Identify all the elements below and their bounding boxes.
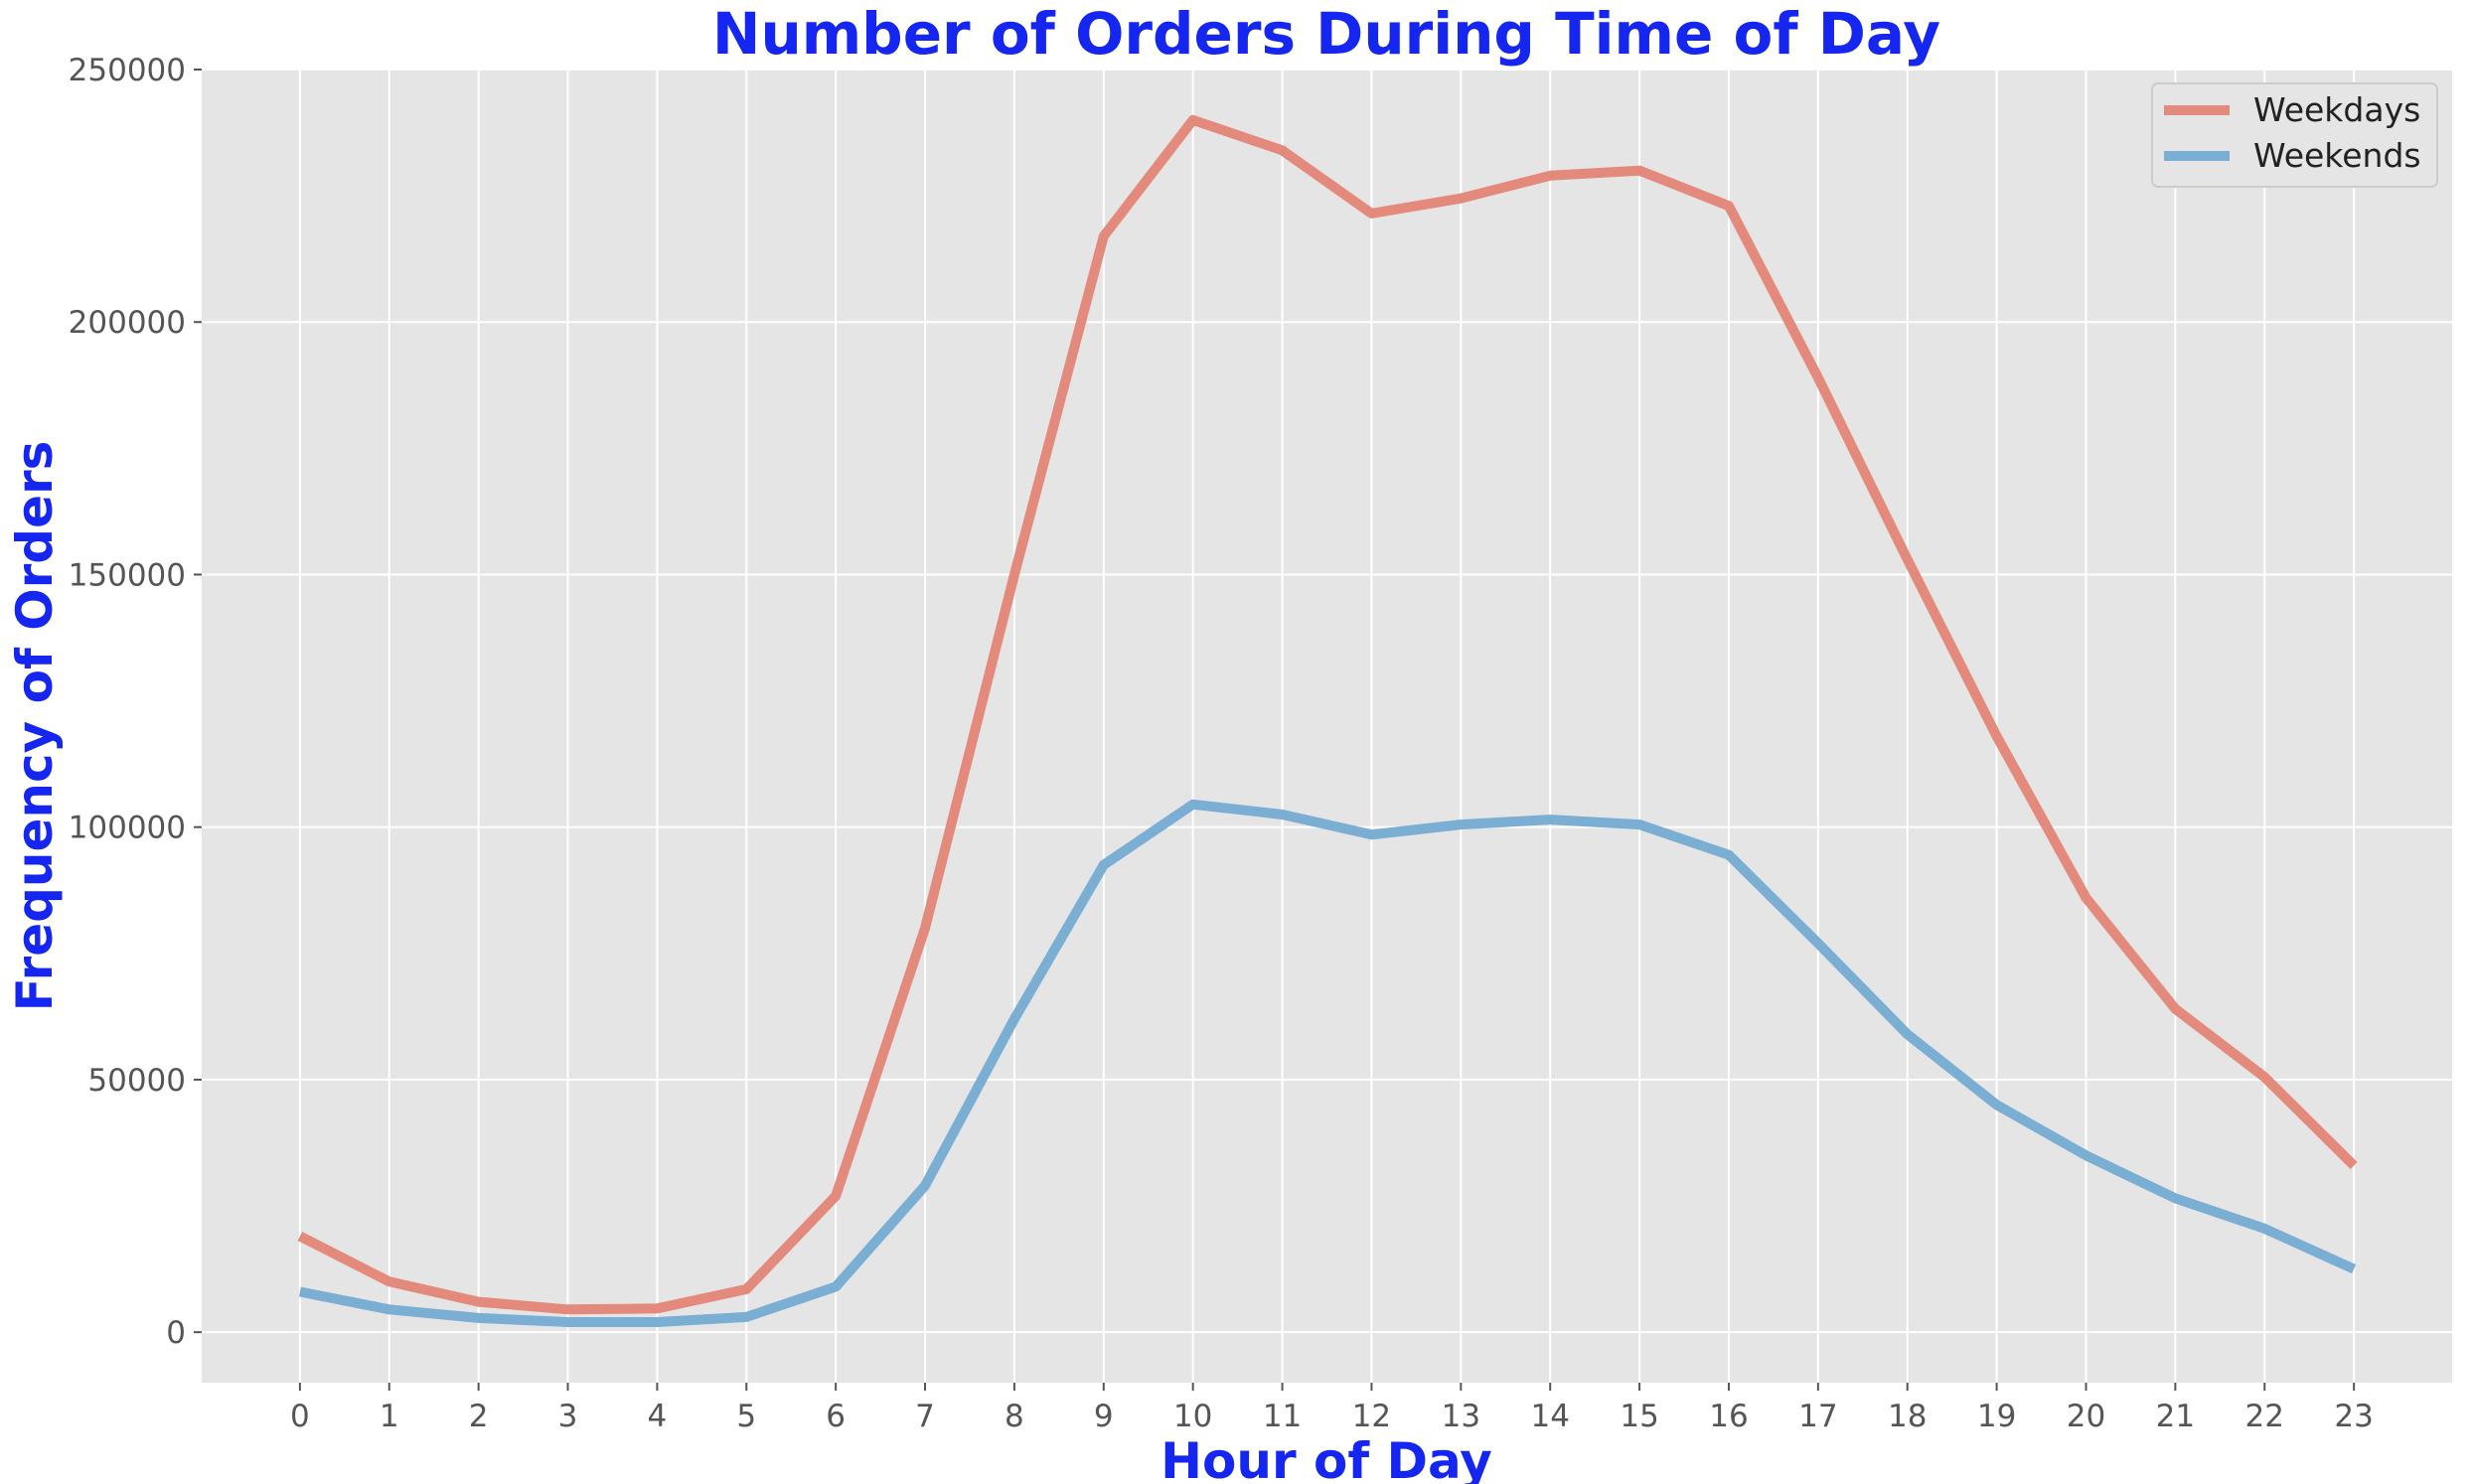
legend-label-weekdays: Weekdays	[2253, 90, 2420, 129]
x-tick-label: 0	[290, 1399, 310, 1434]
plot-background	[202, 70, 2452, 1383]
x-tick-label: 2	[469, 1399, 489, 1434]
x-tick-label: 8	[1005, 1399, 1024, 1434]
series-layer	[297, 114, 2358, 1327]
x-tick-label: 18	[1888, 1399, 1927, 1434]
legend: Weekdays Weekends	[2151, 82, 2438, 188]
x-tick-label: 17	[1798, 1399, 1837, 1434]
series-line-weekdays	[297, 114, 2358, 1315]
x-tick-label: 22	[2245, 1399, 2284, 1434]
legend-label-weekends: Weekends	[2253, 136, 2421, 175]
grid-lines	[202, 69, 2452, 1383]
x-tick-label: 1	[380, 1399, 399, 1434]
x-tick-label: 21	[2156, 1399, 2195, 1434]
x-tick-label: 19	[1977, 1399, 2016, 1434]
x-tick-label: 16	[1709, 1399, 1748, 1434]
y-tick-label: 0	[166, 1315, 186, 1351]
x-tick-label: 3	[558, 1399, 578, 1434]
x-axis-ticks: 0 1 2 3 4 5 6 7 8 9 10 11 12 13 14 15 16 17 18 19 20 21 22 23	[290, 1383, 2374, 1434]
x-tick-label: 7	[915, 1399, 935, 1434]
y-tick-label: 100000	[69, 811, 186, 846]
x-tick-label: 10	[1173, 1399, 1212, 1434]
x-tick-label: 5	[736, 1399, 756, 1434]
x-axis-label: Hour of Day	[1160, 1432, 1492, 1484]
x-tick-label: 11	[1263, 1399, 1302, 1434]
x-tick-label: 23	[2334, 1399, 2373, 1434]
x-tick-label: 4	[648, 1399, 668, 1434]
y-axis-label: Frequency of Orders	[6, 441, 64, 1012]
x-tick-label: 14	[1530, 1399, 1569, 1434]
x-tick-label: 20	[2067, 1399, 2105, 1434]
x-tick-label: 6	[826, 1399, 846, 1434]
y-tick-label: 150000	[69, 557, 186, 593]
x-tick-label: 9	[1094, 1399, 1114, 1434]
chart-title: Number of Orders During Time of Day	[712, 0, 1940, 68]
x-tick-label: 13	[1442, 1399, 1480, 1434]
x-tick-label: 15	[1620, 1399, 1658, 1434]
x-tick-label: 12	[1352, 1399, 1391, 1434]
y-tick-label: 200000	[69, 305, 186, 341]
series-line-weekends	[298, 799, 2357, 1327]
y-tick-label: 50000	[87, 1063, 186, 1099]
y-tick-label: 250000	[69, 53, 186, 88]
y-axis-ticks: 0 50000 100000 150000 200000 250000	[69, 53, 202, 1351]
